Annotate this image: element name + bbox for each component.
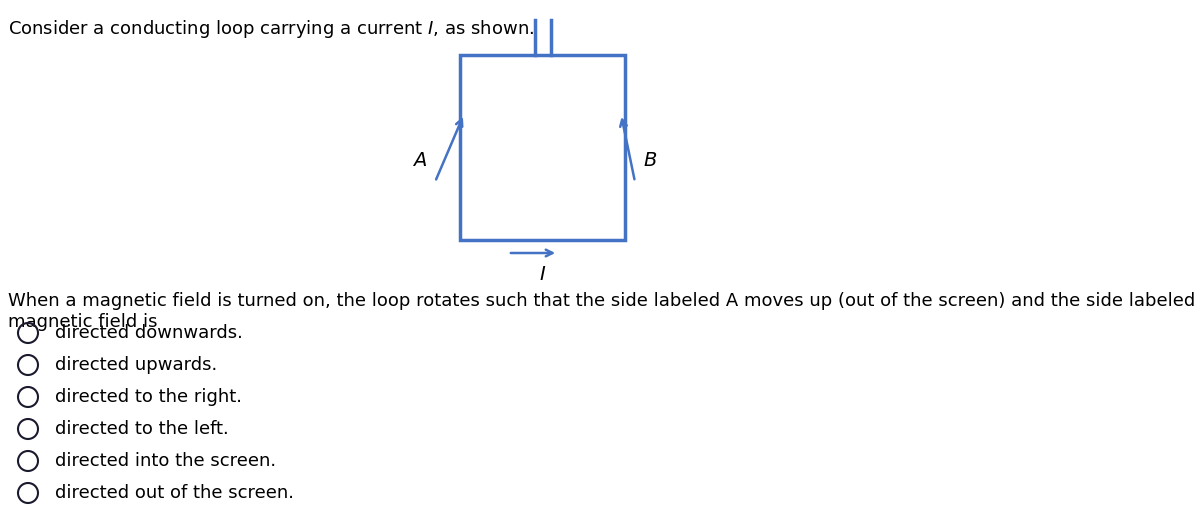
- Text: Consider a conducting loop carrying a current $I$, as shown.: Consider a conducting loop carrying a cu…: [8, 18, 534, 40]
- Text: directed upwards.: directed upwards.: [55, 356, 217, 374]
- Bar: [460, 55, 625, 240]
- Text: directed to the left.: directed to the left.: [55, 420, 229, 438]
- Text: directed to the right.: directed to the right.: [55, 388, 242, 406]
- Text: $A$: $A$: [413, 151, 427, 170]
- Text: $I$: $I$: [539, 265, 547, 284]
- Text: When a magnetic field is turned on, the loop rotates such that the side labeled : When a magnetic field is turned on, the …: [8, 292, 1200, 331]
- Text: directed out of the screen.: directed out of the screen.: [55, 484, 294, 502]
- Text: directed downwards.: directed downwards.: [55, 324, 242, 342]
- Text: directed into the screen.: directed into the screen.: [55, 452, 276, 470]
- Text: $B$: $B$: [643, 151, 658, 170]
